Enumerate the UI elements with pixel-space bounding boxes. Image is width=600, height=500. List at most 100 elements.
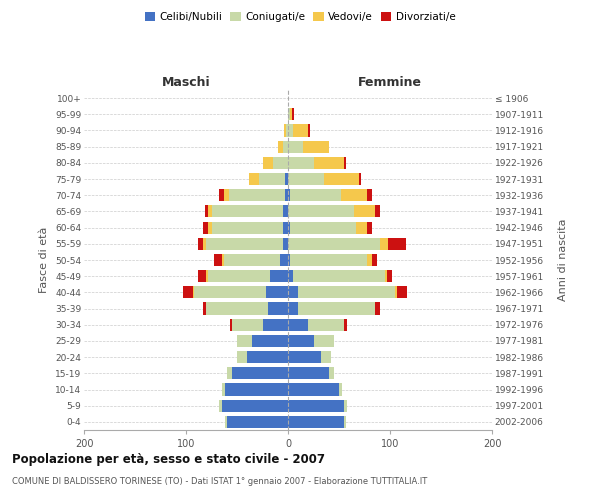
Bar (222, 400, 288, 412)
Bar (288, 206, 355, 218)
Bar (290, 108, 292, 120)
Bar (288, 368, 329, 380)
Bar (214, 254, 222, 266)
Bar (194, 286, 266, 298)
Bar (344, 400, 347, 412)
Bar (218, 400, 222, 412)
Bar (367, 254, 371, 266)
Bar (205, 206, 208, 218)
Text: Popolazione per età, sesso e stato civile - 2007: Popolazione per età, sesso e stato civil… (12, 452, 325, 466)
Bar (230, 318, 232, 331)
Bar (193, 286, 194, 298)
Bar (288, 384, 339, 396)
Bar (288, 351, 320, 363)
Bar (290, 189, 341, 202)
Bar (324, 173, 359, 185)
Bar (253, 335, 288, 347)
Bar (206, 238, 283, 250)
Bar (308, 124, 310, 136)
Bar (288, 140, 304, 152)
Bar (288, 189, 290, 202)
Bar (203, 222, 208, 234)
Bar (212, 222, 283, 234)
Bar (290, 254, 367, 266)
Bar (263, 157, 273, 169)
Bar (284, 124, 286, 136)
Bar (198, 238, 203, 250)
Bar (288, 335, 314, 347)
Text: COMUNE DI BALDISSERO TORINESE (TO) - Dati ISTAT 1° gennaio 2007 - Elaborazione T: COMUNE DI BALDISSERO TORINESE (TO) - Dat… (12, 478, 427, 486)
Bar (288, 222, 290, 234)
Bar (288, 124, 293, 136)
Bar (298, 286, 395, 298)
Bar (356, 222, 367, 234)
Bar (288, 302, 298, 314)
Bar (212, 206, 283, 218)
Bar (288, 270, 293, 282)
Bar (263, 318, 288, 331)
Bar (339, 384, 342, 396)
Bar (283, 140, 288, 152)
Bar (288, 238, 380, 250)
Bar (222, 254, 224, 266)
Bar (232, 318, 263, 331)
Bar (266, 286, 288, 298)
Bar (329, 368, 334, 380)
Bar (387, 270, 392, 282)
Bar (259, 173, 285, 185)
Text: Maschi: Maschi (161, 76, 211, 89)
Bar (288, 108, 290, 120)
Bar (268, 302, 288, 314)
Bar (227, 416, 288, 428)
Y-axis label: Anni di nascita: Anni di nascita (558, 218, 568, 301)
Bar (308, 318, 344, 331)
Bar (344, 157, 346, 169)
Bar (298, 302, 375, 314)
Bar (208, 270, 269, 282)
Bar (395, 286, 397, 298)
Bar (283, 206, 288, 218)
Bar (283, 222, 288, 234)
Y-axis label: Fasce di età: Fasce di età (40, 227, 49, 293)
Bar (293, 124, 308, 136)
Bar (203, 238, 206, 250)
Bar (203, 302, 206, 314)
Bar (359, 173, 361, 185)
Bar (225, 384, 288, 396)
Bar (285, 189, 288, 202)
Bar (208, 206, 212, 218)
Bar (344, 416, 346, 428)
Bar (288, 416, 344, 428)
Bar (280, 254, 288, 266)
Bar (320, 351, 331, 363)
Bar (371, 254, 377, 266)
Bar (273, 157, 288, 169)
Bar (224, 189, 229, 202)
Bar (388, 238, 406, 250)
Bar (380, 238, 388, 250)
Bar (355, 206, 375, 218)
Bar (397, 286, 407, 298)
Bar (292, 108, 294, 120)
Bar (288, 254, 290, 266)
Bar (314, 335, 334, 347)
Bar (237, 351, 247, 363)
Bar (288, 157, 314, 169)
Bar (375, 206, 380, 218)
Bar (232, 368, 288, 380)
Bar (288, 400, 344, 412)
Bar (286, 124, 288, 136)
Bar (288, 318, 308, 331)
Bar (183, 286, 193, 298)
Bar (218, 189, 224, 202)
Bar (229, 189, 285, 202)
Bar (237, 335, 253, 347)
Bar (285, 173, 288, 185)
Bar (288, 286, 298, 298)
Bar (367, 222, 371, 234)
Bar (375, 302, 380, 314)
Bar (290, 222, 356, 234)
Bar (225, 416, 227, 428)
Bar (208, 222, 212, 234)
Bar (269, 270, 288, 282)
